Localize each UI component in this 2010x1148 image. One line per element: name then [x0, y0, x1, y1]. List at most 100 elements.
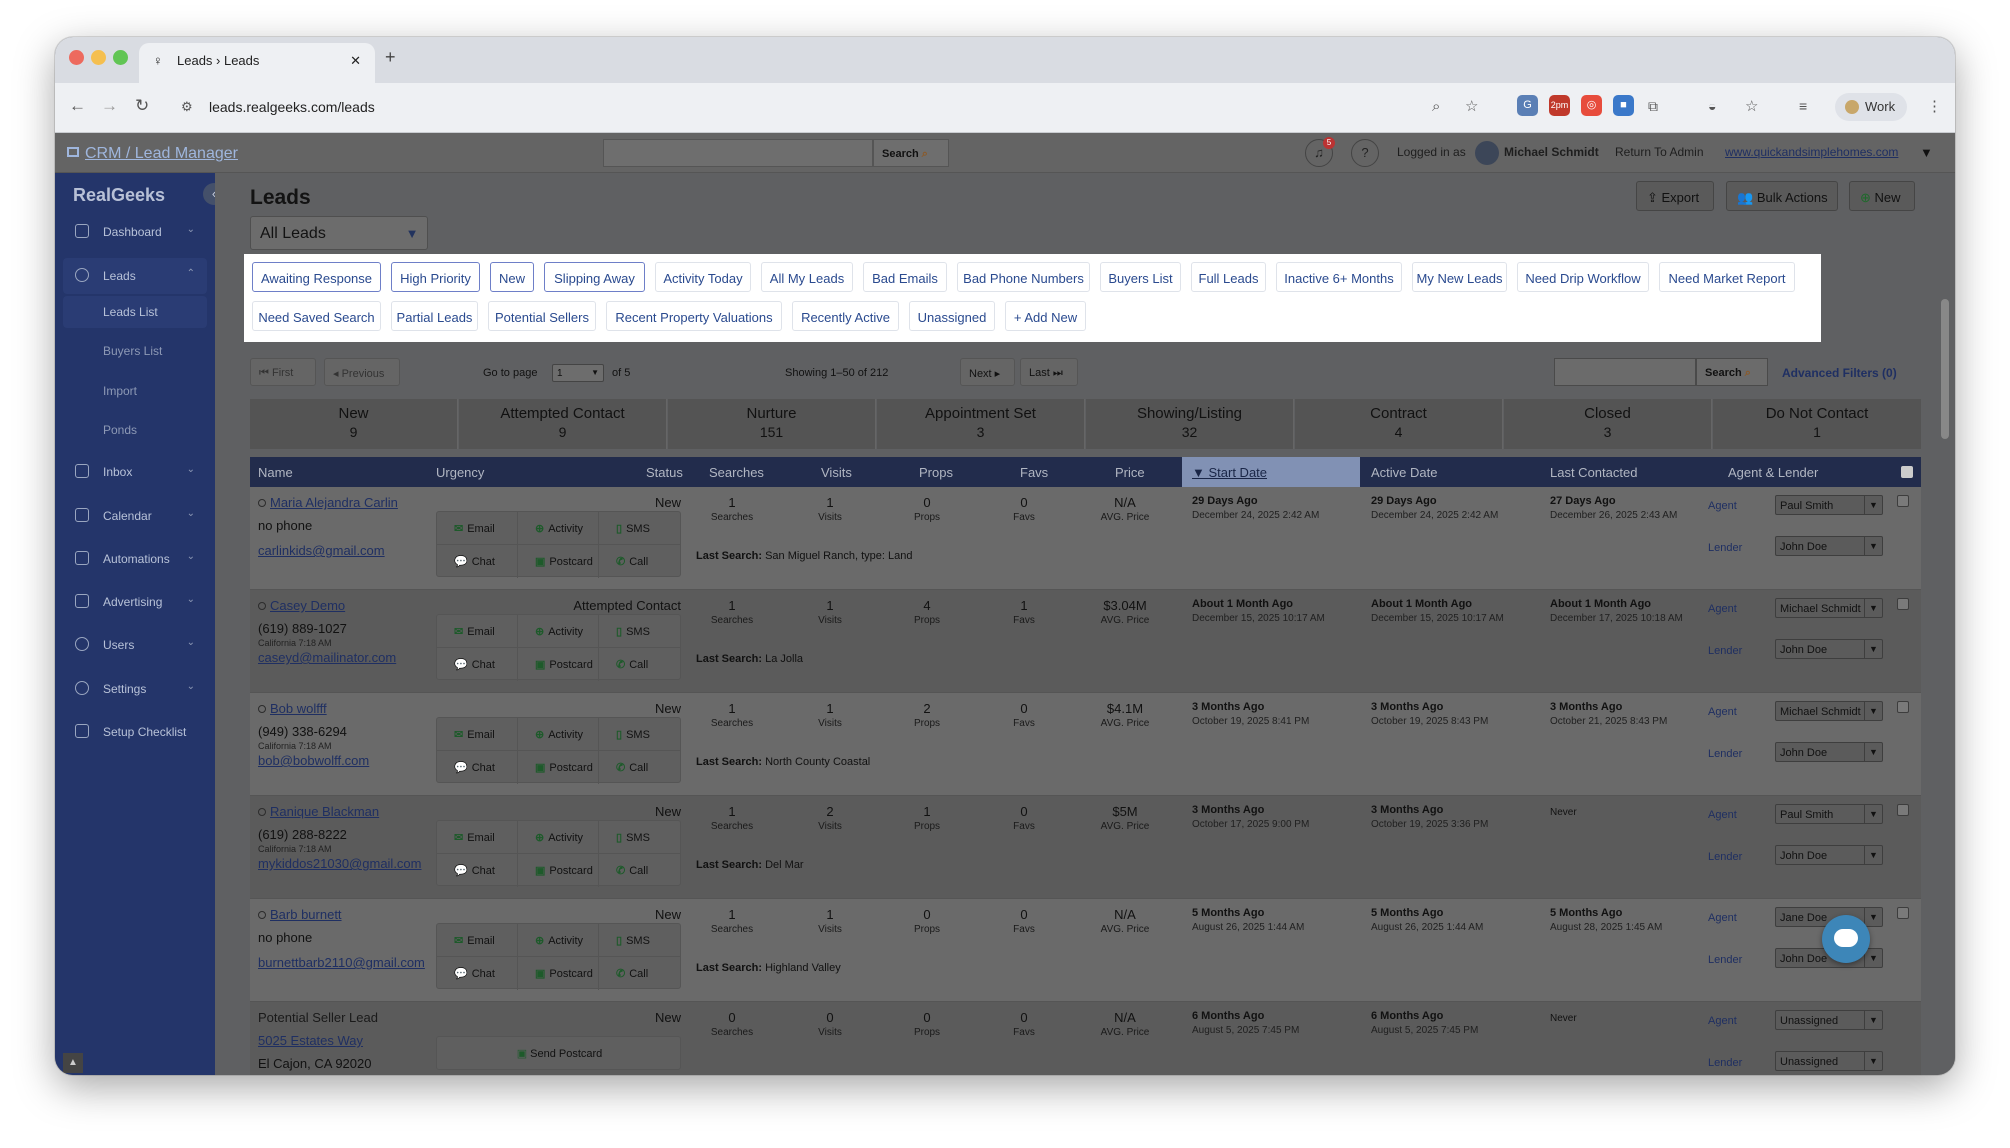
forward-icon[interactable]: →	[101, 96, 118, 115]
email-button[interactable]: ✉ Email	[437, 718, 518, 751]
filter-potential-sellers[interactable]: Potential Sellers	[488, 301, 596, 331]
filter-awaiting-response[interactable]: Awaiting Response	[252, 262, 381, 292]
profile-button[interactable]: Work	[1835, 93, 1907, 121]
chat-widget-icon[interactable]	[1822, 915, 1870, 963]
lead-address-link[interactable]: 5025 Estates Way	[258, 1033, 364, 1048]
stage-nurture[interactable]: Nurture 151	[668, 399, 876, 449]
help-icon[interactable]: ?	[1351, 139, 1379, 167]
lender-select[interactable]: John Doe ▼	[1775, 845, 1883, 865]
lead-email-link[interactable]: burnettbarb2110@gmail.com	[258, 955, 425, 970]
column-status[interactable]: Status	[646, 465, 683, 480]
last-page-button[interactable]: Last ⏭	[1020, 358, 1078, 386]
activity-button[interactable]: ⊕ Activity	[518, 718, 599, 751]
sidebar-item-settings[interactable]: Settings ⌄	[63, 671, 207, 707]
sidebar-subitem-import[interactable]: Import	[103, 384, 138, 398]
call-button[interactable]: ✆ Call	[599, 854, 680, 887]
table-row[interactable]: Barb burnett no phone burnettbarb2110@gmai…	[250, 899, 1921, 1002]
reload-icon[interactable]: ↻	[135, 96, 150, 115]
header-search-input[interactable]	[603, 139, 873, 167]
sidebar-item-automations[interactable]: Automations ⌄	[63, 541, 207, 577]
stage-attempted-contact[interactable]: Attempted Contact 9	[459, 399, 667, 449]
filter-slipping-away[interactable]: Slipping Away	[544, 262, 645, 292]
leads-search-input[interactable]	[1554, 358, 1696, 386]
table-row[interactable]: Potential Seller Lead 5025 Estates Way El …	[250, 1002, 1921, 1075]
column-start-date[interactable]: ▼ Start Date	[1182, 457, 1360, 487]
stage-new[interactable]: New 9	[250, 399, 458, 449]
close-window-icon[interactable]	[69, 50, 84, 65]
filter-activity-today[interactable]: Activity Today	[655, 262, 751, 292]
filter-recently-active[interactable]: Recently Active	[792, 301, 899, 331]
filter-partial-leads[interactable]: Partial Leads	[391, 301, 478, 331]
filter-unassigned[interactable]: Unassigned	[909, 301, 995, 331]
crm-link[interactable]: CRM / Lead Manager	[85, 145, 238, 162]
website-link[interactable]: www.quickandsimplehomes.com	[1725, 145, 1899, 159]
calendar-extension-icon[interactable]: 2pm	[1549, 95, 1570, 116]
sms-button[interactable]: ▯ SMS	[599, 718, 680, 751]
sidebar-item-calendar[interactable]: Calendar ⌄	[63, 498, 207, 534]
agent-select[interactable]: Michael Schmidt ▼	[1775, 598, 1883, 618]
zoom-icon[interactable]: ⌕	[1432, 98, 1441, 115]
sidebar-item-advertising[interactable]: Advertising ⌄	[63, 584, 207, 620]
new-tab-icon[interactable]: +	[385, 47, 396, 67]
lender-select[interactable]: John Doe ▼	[1775, 742, 1883, 762]
close-tab-icon[interactable]: ✕	[350, 53, 361, 68]
filter-my-new-leads[interactable]: My New Leads	[1412, 262, 1507, 292]
previous-page-button[interactable]: ◂ Previous	[324, 358, 400, 386]
column-price[interactable]: Price	[1115, 465, 1145, 480]
sidebar-item-leads[interactable]: Leads ⌃	[63, 258, 207, 294]
view-select[interactable]: All Leads ▼	[250, 216, 428, 250]
chat-button[interactable]: 💬 Chat	[437, 751, 518, 784]
activity-button[interactable]: ⊕ Activity	[518, 924, 599, 957]
filter-buyers-list[interactable]: Buyers List	[1100, 262, 1181, 292]
email-button[interactable]: ✉ Email	[437, 924, 518, 957]
row-checkbox[interactable]	[1897, 907, 1909, 919]
send-postcard-button[interactable]: ▣ Send Postcard	[437, 1037, 682, 1069]
agent-select[interactable]: Paul Smith ▼	[1775, 495, 1883, 515]
stage-appointment-set[interactable]: Appointment Set 3	[877, 399, 1085, 449]
menu-dots-icon[interactable]: ⋮	[1927, 98, 1942, 115]
lead-email-link[interactable]: mykiddos21030@gmail.com	[258, 856, 422, 871]
stage-showing-listing[interactable]: Showing/Listing 32	[1086, 399, 1294, 449]
filter-recent-property-valuations[interactable]: Recent Property Valuations	[606, 301, 782, 331]
filter-inactive-6-months[interactable]: Inactive 6+ Months	[1276, 262, 1402, 292]
postcard-button[interactable]: ▣ Postcard	[518, 545, 599, 578]
lender-select[interactable]: John Doe ▼	[1775, 536, 1883, 556]
sidebar-item-users[interactable]: Users ⌄	[63, 627, 207, 663]
sidebar-subitem-ponds[interactable]: Ponds	[103, 423, 138, 437]
sidebar-item-setup-checklist[interactable]: Setup Checklist	[63, 714, 207, 750]
advanced-filters-link[interactable]: Advanced Filters (0)	[1782, 366, 1897, 380]
bell-icon[interactable]: ♫	[1305, 139, 1333, 167]
email-button[interactable]: ✉ Email	[437, 512, 518, 545]
crm-menu-icon[interactable]	[67, 147, 79, 157]
agent-select[interactable]: Michael Schmidt ▼	[1775, 701, 1883, 721]
postcard-button[interactable]: ▣ Postcard	[518, 854, 599, 887]
activity-button[interactable]: ⊕ Activity	[518, 615, 599, 648]
lead-name-link[interactable]: Ranique Blackman	[258, 804, 379, 819]
lead-email-link[interactable]: caseyd@mailinator.com	[258, 650, 397, 665]
column-urgency[interactable]: Urgency	[436, 465, 485, 480]
table-row[interactable]: Bob wolfff (949) 338-6294 California 7:18 …	[250, 693, 1921, 796]
column-name[interactable]: Name	[258, 465, 293, 480]
select-all-checkbox[interactable]	[1901, 466, 1913, 478]
extension-icon[interactable]: ■	[1613, 95, 1634, 116]
sms-button[interactable]: ▯ SMS	[599, 821, 680, 854]
sidebar-subitem-leads-list[interactable]: Leads List	[63, 296, 207, 328]
sms-button[interactable]: ▯ SMS	[599, 512, 680, 545]
header-search-button[interactable]: Search ⌕	[873, 139, 949, 167]
extension-icon[interactable]: ◎	[1581, 95, 1602, 116]
bookmarks-icon[interactable]: ☆	[1745, 98, 1759, 115]
postcard-button[interactable]: ▣ Postcard	[518, 648, 599, 681]
next-page-button[interactable]: Next ▸	[960, 358, 1015, 386]
lead-name-link[interactable]: Maria Alejandra Carlin	[258, 495, 398, 510]
new-lead-button[interactable]: ⊕ New	[1849, 181, 1915, 211]
lender-select[interactable]: John Doe ▼	[1775, 639, 1883, 659]
scrollbar[interactable]	[1941, 299, 1949, 439]
maximize-window-icon[interactable]	[113, 50, 128, 65]
email-button[interactable]: ✉ Email	[437, 821, 518, 854]
chat-button[interactable]: 💬 Chat	[437, 957, 518, 990]
call-button[interactable]: ✆ Call	[599, 648, 680, 681]
lead-name-link[interactable]: Bob wolfff	[258, 701, 327, 716]
stage-closed[interactable]: Closed 3	[1504, 399, 1712, 449]
filter-need-market-report[interactable]: Need Market Report	[1659, 262, 1795, 292]
return-to-admin-link[interactable]: Return To Admin	[1615, 145, 1704, 159]
